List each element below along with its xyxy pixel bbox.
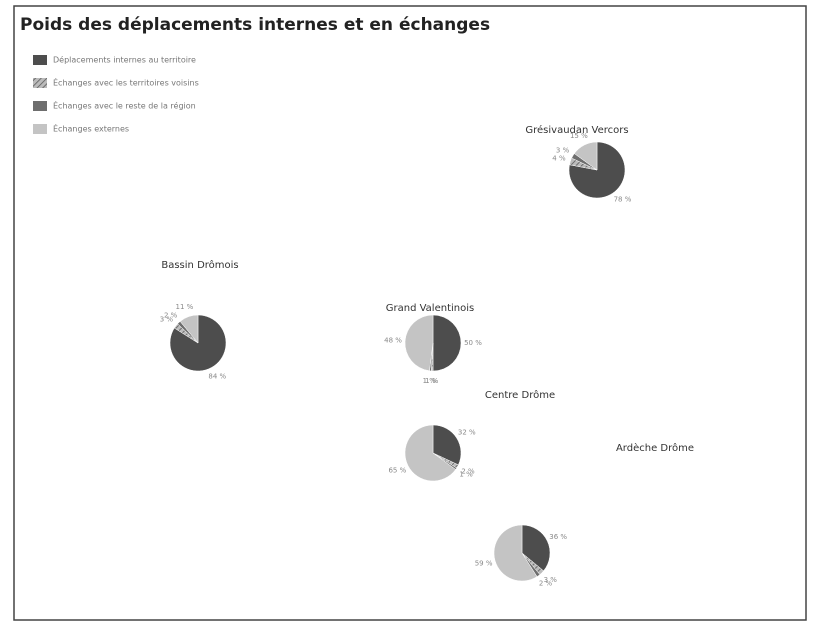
legend-swatch: [33, 101, 47, 111]
data-label: 36 %: [549, 533, 567, 541]
pie-name: Bassin Drômois: [161, 259, 238, 271]
pie-name: Ardèche Drôme: [616, 442, 694, 454]
data-label: 78 %: [614, 195, 632, 203]
frame: [13, 5, 807, 621]
data-label: 59 %: [475, 560, 493, 568]
legend-label: Déplacements internes au territoire: [53, 55, 196, 65]
legend-swatch: [33, 55, 47, 65]
data-label: 84 %: [208, 372, 226, 380]
legend-swatch: [33, 78, 47, 88]
pie-name: Grésivaudan Vercors: [525, 124, 628, 136]
data-label: 3 %: [160, 316, 174, 324]
data-label: 2 %: [539, 580, 553, 588]
chart-title: Poids des déplacements internes et en éc…: [20, 15, 490, 35]
legend-swatch: [33, 124, 47, 134]
data-label: 2 %: [461, 467, 475, 475]
data-label: 11 %: [176, 303, 194, 311]
pie-slice: [404, 424, 457, 482]
data-label: 48 %: [384, 337, 402, 345]
legend-label: Échanges avec le reste de la région: [53, 100, 196, 111]
pie-slice: [573, 141, 598, 171]
pie-slice: [404, 314, 434, 372]
pie-name: Grand Valentinois: [386, 303, 474, 314]
pie-slice: [432, 424, 462, 466]
pie-name: Centre Drôme: [485, 389, 555, 401]
data-label: 1 %: [423, 377, 437, 385]
pie-slice: [568, 141, 626, 199]
legend-label: Échanges externes: [53, 123, 129, 134]
pie-slice: [432, 314, 462, 372]
legend-label: Échanges avec les territoires voisins: [53, 77, 199, 88]
pie-slice: [179, 314, 199, 344]
pie-slice: [521, 524, 551, 572]
data-label: 3 %: [544, 576, 558, 584]
data-label: 65 %: [388, 466, 406, 474]
data-label: 3 %: [556, 147, 570, 155]
data-label: 4 %: [552, 154, 566, 162]
data-label: 15 %: [570, 132, 588, 140]
data-label: 2 %: [164, 311, 178, 319]
data-label: 1 %: [459, 470, 473, 478]
data-label: 32 %: [458, 429, 476, 437]
data-label: 1 %: [425, 377, 439, 385]
data-label: 50 %: [464, 339, 482, 347]
pie-slice: [493, 524, 538, 582]
